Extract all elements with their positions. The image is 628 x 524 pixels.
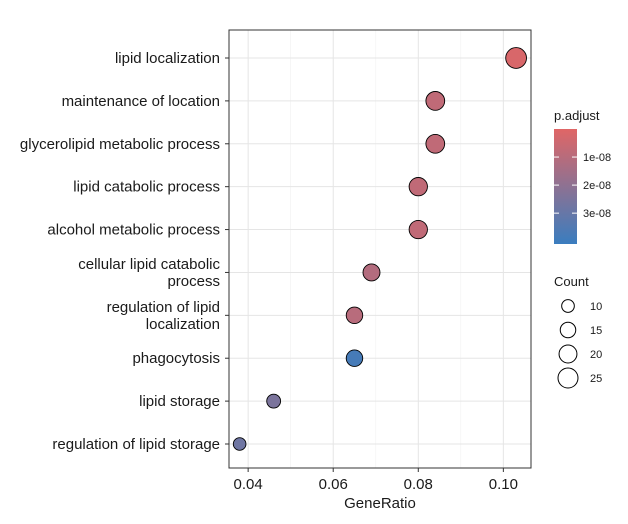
color-legend-title: p.adjust	[554, 108, 600, 123]
y-tick-label: alcohol metabolic process	[47, 222, 220, 239]
x-tick-label: 0.10	[489, 476, 518, 493]
data-point	[266, 393, 282, 409]
size-key-label: 25	[590, 373, 602, 385]
color-legend-ticks: 1e-08 2e-08 3e-08	[554, 152, 611, 220]
x-axis: 0.04 0.06 0.08 0.10	[234, 468, 518, 493]
size-key-label: 10	[590, 301, 602, 313]
x-tick-label: 0.06	[319, 476, 348, 493]
data-point	[425, 133, 446, 154]
data-point	[362, 263, 381, 282]
plot-panel	[228, 29, 532, 469]
data-point	[345, 349, 364, 367]
size-legend: Count 10 15 20 25	[554, 274, 602, 389]
data-point	[345, 306, 364, 325]
color-legend-bar	[554, 129, 577, 244]
y-tick-label: lipid catabolic process	[73, 179, 220, 196]
y-tick-label: lipid localization	[115, 50, 220, 67]
y-tick-label: cellular lipid catabolic	[78, 256, 220, 273]
y-tick-label: localization	[146, 316, 220, 333]
grid-lines	[229, 30, 531, 468]
size-key	[558, 344, 578, 364]
size-key-label: 15	[590, 325, 602, 337]
y-tick-label: regulation of lipid	[107, 299, 220, 316]
color-legend: p.adjust 1e-08 2e-08 3e-08	[554, 108, 611, 244]
data-point	[505, 47, 527, 69]
data-point	[408, 177, 428, 197]
size-key-label: 20	[590, 349, 602, 361]
y-tick-label: process	[167, 273, 220, 290]
data-point	[408, 219, 428, 240]
y-tick-label: glycerolipid metabolic process	[20, 136, 220, 153]
y-tick-label: phagocytosis	[132, 350, 220, 367]
color-tick-label: 1e-08	[583, 152, 611, 164]
panel-background	[229, 30, 531, 468]
size-key	[557, 367, 579, 389]
y-tick-label: lipid storage	[139, 393, 220, 410]
color-tick-label: 3e-08	[583, 208, 611, 220]
x-tick-label: 0.08	[404, 476, 433, 493]
data-point	[425, 91, 446, 111]
y-tick-label: maintenance of location	[62, 93, 220, 110]
size-legend-keys: 10 15 20 25	[557, 299, 602, 389]
size-key	[559, 321, 577, 339]
size-key	[561, 299, 575, 313]
color-tick-label: 2e-08	[583, 180, 611, 192]
y-axis: lipid localization maintenance of locatio…	[20, 50, 229, 453]
data-points	[232, 47, 527, 451]
y-tick-label: regulation of lipid storage	[52, 436, 220, 453]
data-point	[232, 437, 247, 451]
panel-border	[228, 29, 532, 469]
size-legend-title: Count	[554, 274, 589, 289]
x-axis-title: GeneRatio	[344, 495, 416, 512]
x-tick-label: 0.04	[234, 476, 263, 493]
